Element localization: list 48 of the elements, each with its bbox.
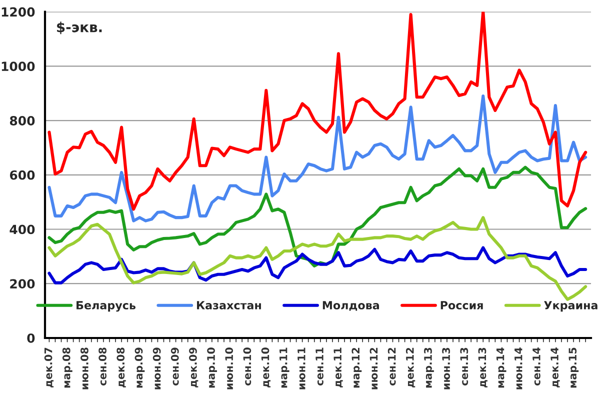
x-tick-label: июн.11 bbox=[298, 348, 306, 390]
x-tick-label: июн.14 bbox=[514, 347, 522, 390]
annotation: $-экв. bbox=[57, 22, 102, 34]
y-tick-label: 200 bbox=[10, 279, 35, 289]
x-tick-label: мар.11 bbox=[280, 348, 290, 388]
y-tick-label: 0 bbox=[27, 333, 35, 343]
legend-label: Молдова bbox=[322, 301, 379, 311]
x-tick-label: сен.09 bbox=[170, 348, 179, 386]
x-tick-label: сен.13 bbox=[460, 348, 468, 386]
x-tick-label: июн.13 bbox=[442, 348, 450, 390]
x-tick-label: дек.08 bbox=[116, 348, 126, 388]
legend-label: Беларусь bbox=[76, 301, 136, 312]
line-series bbox=[48, 216, 588, 301]
legend-label: Украина bbox=[544, 301, 598, 312]
x-tick-label: дек.13 bbox=[478, 348, 488, 388]
x-tick-label: сен.14 bbox=[532, 347, 540, 386]
x-tick-label: июн.12 bbox=[370, 348, 378, 390]
y-tick-label: 800 bbox=[10, 116, 35, 126]
x-tick-label: сен.12 bbox=[388, 348, 396, 386]
y-tick-label: 1000 bbox=[2, 62, 35, 72]
x-tick-label: июн.08 bbox=[80, 348, 88, 390]
x-tick-label: дек.11 bbox=[334, 348, 343, 388]
x-tick-label: июн.09 bbox=[152, 348, 161, 390]
x-tick-label: мар.08 bbox=[62, 348, 72, 388]
line-series bbox=[48, 94, 588, 222]
line-series bbox=[48, 12, 588, 211]
x-tick-label: дек.10 bbox=[261, 348, 270, 388]
x-tick-label: мар.10 bbox=[207, 348, 217, 388]
line-series bbox=[48, 246, 588, 284]
x-tick-label: мар.14 bbox=[496, 347, 506, 388]
x-tick-label: дек.12 bbox=[406, 348, 416, 388]
y-tick-label: 600 bbox=[10, 170, 35, 180]
x-tick-label: дек.14 bbox=[550, 347, 560, 388]
x-tick-label: мар.12 bbox=[352, 348, 362, 388]
y-tick-label: 400 bbox=[10, 224, 35, 234]
x-tick-label: июн.10 bbox=[225, 348, 234, 390]
x-tick-label: дек.07 bbox=[44, 348, 54, 388]
x-tick-label: сен.08 bbox=[98, 348, 106, 386]
line-series bbox=[48, 166, 588, 268]
y-tick-label: 1200 bbox=[2, 7, 35, 17]
x-tick-label: сен.11 bbox=[316, 348, 324, 386]
legend-label: Россия bbox=[440, 301, 483, 310]
x-tick-label: мар.15 bbox=[568, 348, 579, 388]
x-tick-label: мар.09 bbox=[134, 348, 145, 388]
x-tick-label: мар.13 bbox=[424, 348, 434, 388]
legend-label: Казахстан bbox=[197, 301, 261, 310]
x-tick-label: сен.10 bbox=[243, 348, 252, 386]
x-tick-label: дек.09 bbox=[189, 348, 198, 388]
